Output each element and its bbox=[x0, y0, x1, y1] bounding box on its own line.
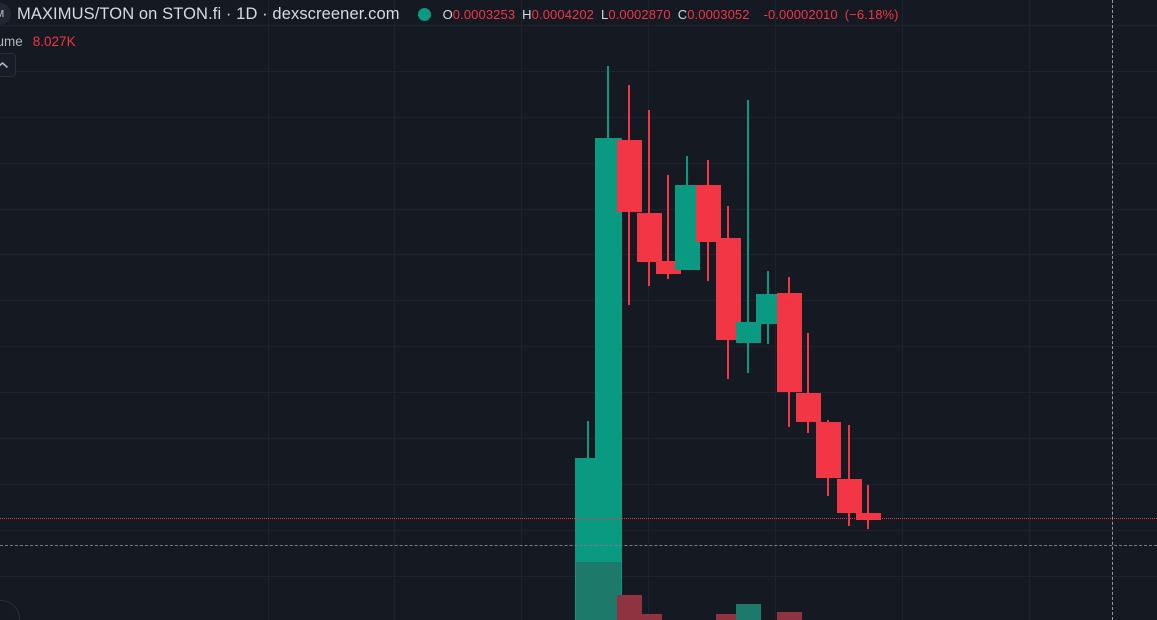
candle-body[interactable] bbox=[695, 185, 721, 242]
candle-body[interactable] bbox=[795, 393, 821, 422]
candle-body[interactable] bbox=[655, 261, 681, 274]
volume-bar[interactable] bbox=[735, 604, 761, 620]
change-absolute: -0.00002010 bbox=[763, 6, 838, 22]
candle-wick bbox=[747, 100, 749, 373]
candle-body[interactable] bbox=[616, 140, 642, 212]
candle-body[interactable] bbox=[855, 513, 881, 520]
open-label: O bbox=[442, 6, 453, 22]
collapse-pane-button[interactable] bbox=[0, 53, 16, 77]
low-value: 0.0002870 bbox=[608, 6, 671, 22]
candle-body[interactable] bbox=[836, 479, 862, 513]
chevron-up-icon bbox=[0, 62, 8, 68]
change-percent: (−6.18%) bbox=[844, 6, 899, 22]
token-logo-icon: M bbox=[0, 3, 11, 25]
volume-value: 8.027K bbox=[32, 33, 76, 49]
candle-body[interactable] bbox=[735, 322, 761, 343]
chart-title[interactable]: MAXIMUS/TON on STON.fi · 1D · dexscreene… bbox=[17, 4, 400, 23]
close-value: 0.0003052 bbox=[687, 6, 750, 22]
volume-bar[interactable] bbox=[595, 562, 621, 620]
candle-body[interactable] bbox=[594, 138, 622, 620]
current-time-line bbox=[1112, 0, 1113, 620]
open-value: 0.0003253 bbox=[452, 6, 516, 22]
live-status-dot bbox=[417, 7, 431, 21]
volume-bar[interactable] bbox=[715, 614, 741, 620]
volume-label[interactable]: olume bbox=[0, 33, 23, 49]
high-label: H bbox=[522, 6, 532, 22]
legend-volume-row: olume 8.027K bbox=[0, 30, 899, 52]
candle-wick bbox=[867, 485, 869, 529]
chart-legend: M MAXIMUS/TON on STON.fi · 1D · dexscree… bbox=[0, 0, 899, 52]
candle-wick bbox=[848, 425, 850, 526]
legend-symbol-row: M MAXIMUS/TON on STON.fi · 1D · dexscree… bbox=[0, 0, 899, 28]
candle-body[interactable] bbox=[636, 213, 662, 262]
average-price-line bbox=[0, 545, 1157, 546]
low-label: L bbox=[601, 6, 609, 22]
close-label: C bbox=[677, 6, 688, 22]
high-value: 0.0004202 bbox=[531, 6, 595, 22]
candle-body[interactable] bbox=[815, 422, 841, 478]
candle-body[interactable] bbox=[674, 185, 700, 270]
ohlc-readout: O0.0003253 H0.0004202 L0.0002870 C0.0003052… bbox=[443, 7, 899, 22]
last-price-line bbox=[0, 518, 1157, 519]
candle-wick bbox=[807, 333, 809, 433]
volume-bar[interactable] bbox=[776, 612, 802, 620]
candle-wick bbox=[667, 175, 669, 279]
candle-body[interactable] bbox=[776, 293, 802, 392]
volume-bar[interactable] bbox=[636, 614, 662, 620]
candle-body[interactable] bbox=[755, 294, 781, 324]
